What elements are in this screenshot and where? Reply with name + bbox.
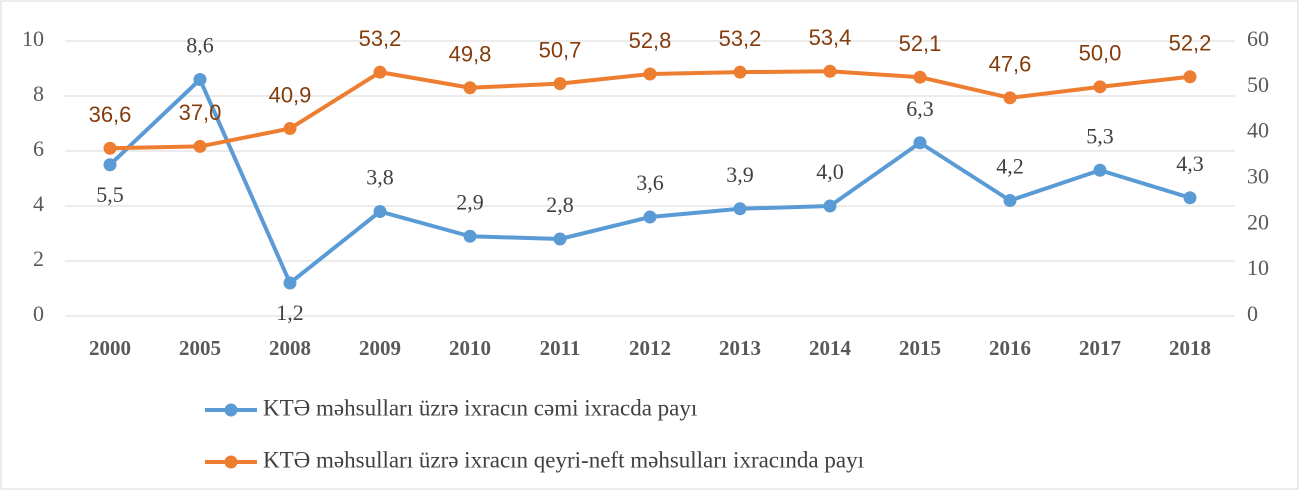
data-point <box>463 229 477 243</box>
y2-tick-label: 40 <box>1247 118 1269 143</box>
x-tick-label: 2014 <box>809 336 852 360</box>
data-label: 4,0 <box>816 159 844 184</box>
data-label: 5,5 <box>96 182 124 207</box>
y2-tick-label: 30 <box>1247 164 1269 189</box>
y2-tick-label: 0 <box>1247 301 1258 326</box>
data-point <box>1093 163 1107 177</box>
x-tick-label: 2011 <box>540 336 581 360</box>
x-tick-label: 2009 <box>359 336 401 360</box>
data-point <box>643 67 657 81</box>
y2-tick-label: 20 <box>1247 209 1269 234</box>
data-point <box>553 77 567 91</box>
data-point <box>643 210 657 224</box>
data-point <box>733 65 747 79</box>
data-point <box>1093 80 1107 94</box>
data-point <box>463 81 477 95</box>
data-label: 52,2 <box>1169 31 1212 56</box>
y-tick-label: 6 <box>33 136 44 161</box>
data-label: 8,6 <box>186 33 214 58</box>
data-point <box>913 136 927 150</box>
x-tick-label: 2013 <box>719 336 761 360</box>
data-point <box>283 122 297 136</box>
y2-tick-label: 50 <box>1247 72 1269 97</box>
data-point <box>1183 70 1197 84</box>
y-tick-label: 8 <box>33 81 44 106</box>
data-label: 53,2 <box>719 26 762 51</box>
data-point <box>193 139 207 153</box>
data-point <box>373 65 387 79</box>
data-point <box>283 276 297 290</box>
data-point <box>193 73 207 86</box>
data-label: 53,2 <box>359 26 402 51</box>
data-label: 3,9 <box>726 162 754 187</box>
x-tick-label: 2015 <box>899 336 941 360</box>
data-label: 47,6 <box>989 52 1032 77</box>
data-label: 37,0 <box>179 100 222 125</box>
legend-label: KTƏ məhsulları üzrə ixracın qeyri-neft m… <box>263 447 864 472</box>
data-point <box>1003 194 1017 207</box>
y2-tick-label: 10 <box>1247 255 1269 280</box>
data-label: 52,8 <box>629 28 672 53</box>
data-point <box>823 199 837 213</box>
data-point <box>373 205 387 218</box>
x-tick-label: 2016 <box>989 336 1031 360</box>
x-tick-label: 2008 <box>269 336 311 360</box>
data-point <box>103 141 117 155</box>
x-tick-label: 2000 <box>89 336 131 360</box>
x-tick-label: 2010 <box>449 336 491 360</box>
data-label: 2,8 <box>546 192 574 217</box>
data-label: 4,2 <box>996 154 1024 179</box>
data-label: 5,3 <box>1086 123 1114 148</box>
data-point <box>553 232 567 246</box>
data-label: 6,3 <box>906 96 934 121</box>
data-point <box>913 70 927 84</box>
data-label: 3,6 <box>636 170 664 195</box>
data-point <box>1183 191 1197 205</box>
x-tick-label: 2018 <box>1169 336 1211 360</box>
data-label: 50,7 <box>539 37 582 62</box>
y-tick-label: 2 <box>33 246 44 271</box>
data-label: 1,2 <box>276 300 304 325</box>
y2-tick-label: 60 <box>1247 26 1269 51</box>
data-label: 50,0 <box>1079 41 1122 66</box>
legend-label: KTƏ məhsulları üzrə ixracın cəmi ixracda… <box>263 395 697 420</box>
data-label: 40,9 <box>269 82 312 107</box>
data-label: 53,4 <box>809 25 852 50</box>
x-tick-label: 2012 <box>629 336 671 360</box>
x-tick-label: 2017 <box>1079 336 1121 360</box>
x-tick-label: 2005 <box>179 336 221 360</box>
data-label: 52,1 <box>899 31 942 56</box>
y-tick-label: 10 <box>22 26 44 51</box>
data-point <box>103 158 117 172</box>
data-label: 49,8 <box>449 42 492 67</box>
legend-marker <box>224 403 238 417</box>
y-tick-label: 4 <box>33 191 44 216</box>
data-point <box>823 64 837 78</box>
data-point <box>733 202 747 216</box>
data-label: 4,3 <box>1176 151 1204 176</box>
data-label: 36,6 <box>89 102 132 127</box>
legend-marker <box>224 455 238 469</box>
data-label: 3,8 <box>366 165 394 190</box>
data-label: 2,9 <box>456 189 484 214</box>
y-tick-label: 0 <box>33 301 44 326</box>
data-point <box>1003 91 1017 105</box>
